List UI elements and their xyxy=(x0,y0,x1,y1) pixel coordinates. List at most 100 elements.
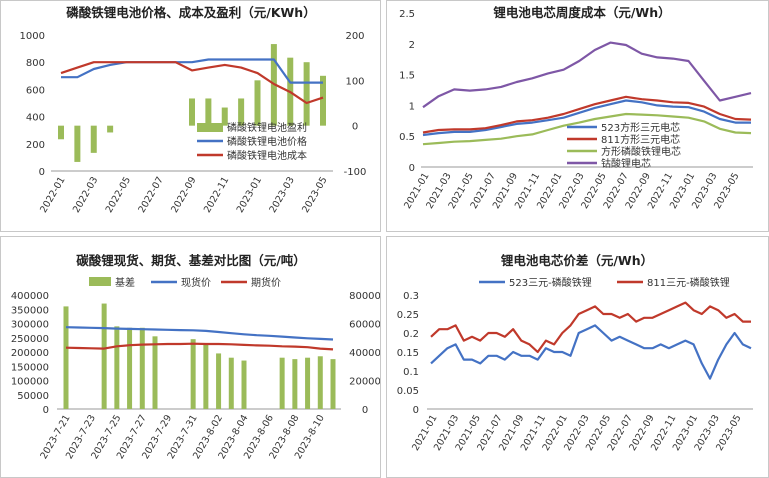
profit-bar-9 xyxy=(205,98,212,126)
legend-swatch-0 xyxy=(197,123,223,132)
chart-lfp-battery-price-cost-profit: 磷酸铁锂电池价格、成本及盈利（元/KWh） 0 200 400 600 800 1000 -1… xyxy=(20,5,367,215)
legend-label-0: 基差 xyxy=(115,276,135,289)
y-tick-2: 0.1 xyxy=(403,367,419,378)
x-tick-5: 2022-11 xyxy=(202,175,231,215)
basis-bar-14 xyxy=(241,360,247,409)
x-tick-1: 2022-03 xyxy=(71,175,100,215)
legend-label-1: 现货价 xyxy=(181,276,211,289)
profit-bar-11 xyxy=(238,98,245,126)
y-tick-0: 0 xyxy=(409,163,415,174)
y-tick-5: 0.25 xyxy=(397,310,419,321)
spread-line-0 xyxy=(430,324,752,380)
y-left-tick-0: 0 xyxy=(39,167,45,178)
series-line-1 xyxy=(422,95,752,134)
spread-line-1 xyxy=(430,301,751,354)
chart-cell-weekly-cost: 锂电池电芯周度成本（元/Wh）00.511.522.52021-012021-0… xyxy=(399,5,753,211)
y-tick-1: 0.05 xyxy=(397,386,419,397)
y-left-tick-6: 300000 xyxy=(11,320,49,331)
profit-bar-2 xyxy=(90,125,97,153)
chart-cell-price-spread: 锂电池电芯价差（元/Wh）00.050.10.150.20.250.32021-… xyxy=(397,253,753,453)
basis-bar-6 xyxy=(139,327,145,409)
profit-bar-16 xyxy=(320,75,326,126)
x-tick-7: 2023-03 xyxy=(267,175,296,215)
basis-bar-10 xyxy=(190,339,196,409)
price-line xyxy=(61,58,323,84)
legend-label-1: 811三元-磷酸铁锂 xyxy=(647,276,730,289)
basis-bar-7 xyxy=(152,336,158,409)
legend-label-0: 磷酸铁锂电池盈利 xyxy=(227,121,307,134)
panel-cell-weekly-cost: 锂电池电芯周度成本（元/Wh） 0 0.5 1 1.5 2 2.5 2021-01 2021-0… xyxy=(386,0,769,232)
y-right-tick-0: 0 xyxy=(362,405,368,416)
legend-label-0: 523三元-磷酸铁锂 xyxy=(509,276,592,289)
basis-bar-17 xyxy=(279,357,285,409)
y-tick-2: 1 xyxy=(409,101,415,112)
basis-bar-19 xyxy=(305,357,311,409)
y-right-tick-4: 80000 xyxy=(349,291,381,302)
y-right-tick-3: 200 xyxy=(345,31,364,42)
y-left-tick-0: 0 xyxy=(43,405,49,416)
x-tick-0: 2022-01 xyxy=(38,175,67,215)
y-right-tick-0: -100 xyxy=(344,167,367,178)
y-left-tick-3: 600 xyxy=(26,85,45,96)
profit-bar-0 xyxy=(58,125,64,140)
profit-bar-12 xyxy=(254,80,261,126)
basis-bar-12 xyxy=(216,353,222,409)
profit-bar-3 xyxy=(107,125,114,133)
y-left-tick-2: 400 xyxy=(26,113,45,124)
y-right-tick-1: 20000 xyxy=(349,377,381,388)
y-tick-3: 1.5 xyxy=(399,71,415,82)
y-right-tick-2: 40000 xyxy=(349,348,381,359)
legend-label-3: 钴酸锂电芯 xyxy=(601,157,651,170)
basis-bar-13 xyxy=(228,357,234,409)
basis-bar-5 xyxy=(127,327,133,409)
y-left-tick-3: 150000 xyxy=(11,362,49,373)
chart-title: 锂电池电芯价差（元/Wh） xyxy=(501,253,653,268)
spot-price-line xyxy=(65,326,334,341)
y-tick-4: 0.2 xyxy=(403,329,419,340)
y-left-tick-4: 800 xyxy=(26,58,45,69)
y-right-tick-1: 0 xyxy=(352,122,358,133)
y-left-tick-1: 50000 xyxy=(17,391,49,402)
chart-lithium-carbonate-spot-futures-basis: 碳酸锂现货、期货、基差对比图（元/吨） 0 50000 100000 150000 200… xyxy=(11,253,381,461)
basis-bar-18 xyxy=(292,359,298,409)
y-left-tick-1: 200 xyxy=(26,140,45,151)
y-left-tick-8: 400000 xyxy=(11,291,49,302)
x-tick-8: 2023-05 xyxy=(300,175,329,215)
chart-title: 碳酸锂现货、期货、基差对比图（元/吨） xyxy=(76,253,306,268)
legend-swatch-0 xyxy=(89,277,111,286)
x-tick-3: 2022-07 xyxy=(136,175,165,215)
profit-bar-1 xyxy=(74,125,81,162)
y-tick-1: 0.5 xyxy=(399,132,415,143)
y-tick-0: 0 xyxy=(413,405,419,416)
basis-bar-21 xyxy=(330,359,336,409)
y-tick-6: 0.3 xyxy=(403,291,419,302)
legend-label-2: 期货价 xyxy=(251,276,281,289)
legend-label-2: 磷酸铁锂电池成本 xyxy=(227,149,307,162)
legend-label-1: 磷酸铁锂电池价格 xyxy=(227,135,307,148)
y-tick-5: 2.5 xyxy=(399,9,415,20)
y-left-tick-4: 200000 xyxy=(11,348,49,359)
profit-bar-15 xyxy=(303,62,310,126)
panel-lithium-carbonate-basis: 碳酸锂现货、期货、基差对比图（元/吨） 0 50000 100000 150000 200… xyxy=(0,236,381,478)
profit-bar-8 xyxy=(189,98,195,126)
panel-cell-price-spread: 锂电池电芯价差（元/Wh） 0 0.05 0.1 0.15 0.2 0.25 0.3 2021-… xyxy=(386,236,769,478)
series-line-0 xyxy=(422,99,751,137)
y-left-tick-7: 350000 xyxy=(11,305,49,316)
chart-title: 锂电池电芯周度成本（元/Wh） xyxy=(493,5,670,20)
x-tick-6: 2023-01 xyxy=(235,175,264,215)
basis-bar-4 xyxy=(114,326,120,409)
profit-bar-10 xyxy=(221,107,228,126)
y-left-tick-5: 1000 xyxy=(20,31,45,42)
legend-label-2: 方形磷酸铁锂电芯 xyxy=(601,145,681,158)
panel-lfp-battery-price: 磷酸铁锂电池价格、成本及盈利（元/KWh） 0 200 400 600 800 1000 -1… xyxy=(0,0,381,232)
y-tick-3: 0.15 xyxy=(397,348,419,359)
cost-line xyxy=(60,61,324,105)
futures-price-line xyxy=(65,342,334,351)
series-line-2 xyxy=(422,112,752,146)
basis-bar-3 xyxy=(101,303,107,409)
y-tick-4: 2 xyxy=(409,40,415,51)
x-tick-4: 2022-09 xyxy=(169,175,198,215)
chart-title: 磷酸铁锂电池价格、成本及盈利（元/KWh） xyxy=(66,5,315,20)
basis-bar-11 xyxy=(203,343,209,409)
basis-bar-0 xyxy=(63,306,69,409)
